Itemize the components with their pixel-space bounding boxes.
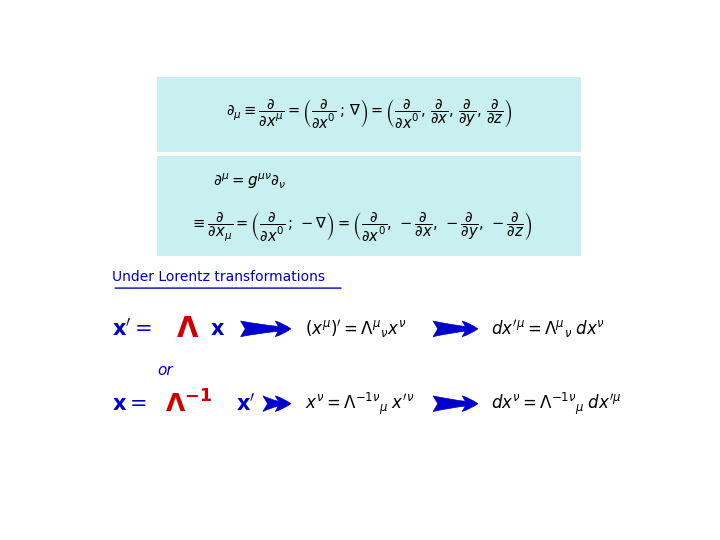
Text: $\mathbf{x}$: $\mathbf{x}$: [210, 319, 225, 339]
Text: $\partial_{\mu} \equiv \dfrac{\partial}{\partial x^{\mu}} = \left(\dfrac{\partia: $\partial_{\mu} \equiv \dfrac{\partial}{…: [226, 98, 512, 131]
Text: $\partial^{\mu} = g^{\mu\nu}\partial_{\nu}$: $\partial^{\mu} = g^{\mu\nu}\partial_{\n…: [213, 171, 286, 191]
Text: $\mathbf{x} =$: $\mathbf{x} =$: [112, 394, 147, 414]
Text: $x^{\nu} = \Lambda^{-1\nu}{}_{\mu}\; x'^{\nu}$: $x^{\nu} = \Lambda^{-1\nu}{}_{\mu}\; x'^…: [305, 390, 414, 417]
FancyBboxPatch shape: [157, 156, 581, 256]
FancyBboxPatch shape: [157, 77, 581, 152]
Text: $\mathbf{x'} =$: $\mathbf{x'} =$: [112, 318, 152, 340]
Text: Under Lorentz transformations: Under Lorentz transformations: [112, 270, 325, 284]
Text: $\mathbf{x'}$: $\mathbf{x'}$: [236, 393, 256, 415]
Text: $\equiv \dfrac{\partial}{\partial x_{\mu}} = \left(\dfrac{\partial}{\partial x^{: $\equiv \dfrac{\partial}{\partial x_{\mu…: [190, 211, 533, 244]
Text: $dx^{\nu} = \Lambda^{-1\nu}{}_{\mu}\; dx'^{\mu}$: $dx^{\nu} = \Lambda^{-1\nu}{}_{\mu}\; dx…: [490, 390, 621, 417]
Text: $\mathbf{\Lambda}$: $\mathbf{\Lambda}$: [176, 315, 200, 343]
Text: $(x^{\mu})' = \Lambda^{\mu}{}_{\nu}x^{\nu}$: $(x^{\mu})' = \Lambda^{\mu}{}_{\nu}x^{\n…: [305, 318, 406, 340]
Text: $dx'^{\mu} = \Lambda^{\mu}{}_{\nu}\; dx^{\nu}$: $dx'^{\mu} = \Lambda^{\mu}{}_{\nu}\; dx^…: [490, 318, 605, 340]
Text: or: or: [157, 363, 173, 378]
Text: $\mathbf{\Lambda^{-1}}$: $\mathbf{\Lambda^{-1}}$: [166, 390, 212, 417]
